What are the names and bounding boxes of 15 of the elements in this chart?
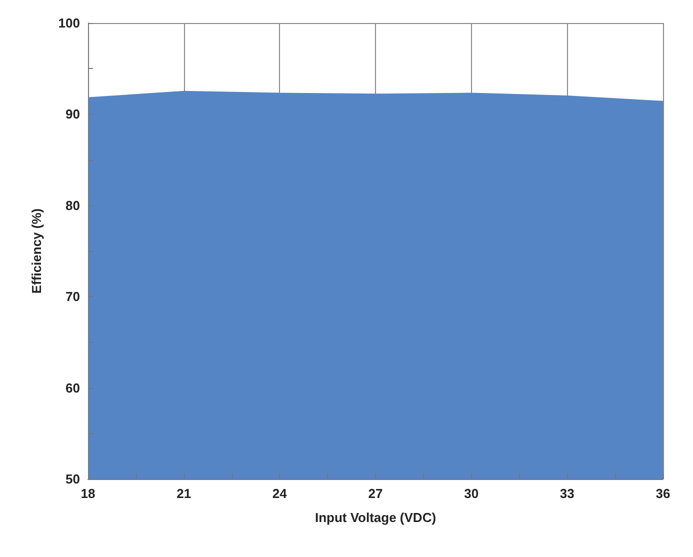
x-tick-label: 18 [80,486,96,501]
x-axis-title: Input Voltage (VDC) [314,510,436,525]
y-tick-label: 100 [58,16,80,30]
y-tick-label: 50 [66,472,80,486]
x-tick-label: 30 [464,486,479,501]
y-axis-title: Efficiency (%) [29,208,44,294]
y-tick-label: 60 [66,380,80,396]
x-tick-label: 27 [368,486,383,501]
y-tick-label: 70 [66,289,80,304]
y-tick-label: 80 [66,198,80,213]
x-tick-label: 21 [176,486,192,501]
x-tick-label: 33 [560,486,574,501]
x-tick-label: 36 [656,486,670,501]
x-tick-label: 24 [272,486,288,501]
y-tick-label: 90 [66,106,80,122]
